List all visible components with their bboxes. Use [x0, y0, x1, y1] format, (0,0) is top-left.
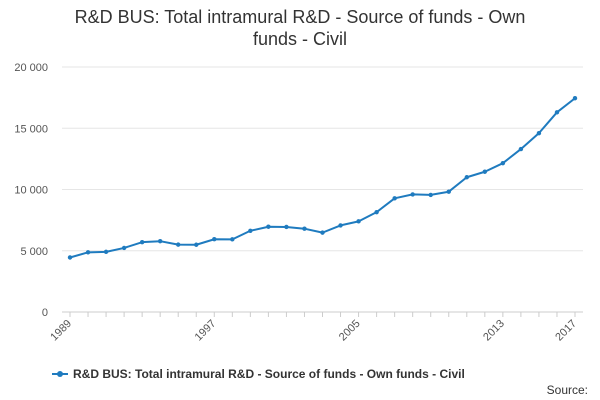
- y-tick-label: 5 000: [20, 246, 48, 258]
- y-tick-label: 10 000: [14, 185, 48, 197]
- x-tick-label: 2017: [553, 318, 579, 344]
- chart-title-line-2: funds - Civil: [252, 29, 348, 49]
- data-point[interactable]: [410, 192, 415, 197]
- data-point[interactable]: [392, 196, 397, 201]
- data-point[interactable]: [284, 224, 289, 230]
- data-point[interactable]: [446, 189, 451, 194]
- data-point[interactable]: [356, 219, 361, 224]
- data-point[interactable]: [464, 175, 469, 180]
- x-axis: 1989 1997 2005 2013 2017: [48, 311, 583, 344]
- data-point[interactable]: [85, 250, 91, 255]
- data-point[interactable]: [230, 237, 235, 242]
- y-axis: 0 5 000 10 000 15 000 20 000: [14, 62, 48, 319]
- legend-label: R&D BUS: Total intramural R&D - Source o…: [73, 367, 465, 381]
- data-point[interactable]: [518, 146, 524, 152]
- data-point[interactable]: [176, 242, 181, 247]
- x-tick-label: 2013: [481, 318, 507, 344]
- x-tick-label: 1997: [193, 318, 219, 344]
- legend-swatch: [52, 369, 68, 379]
- gridlines: [62, 66, 583, 313]
- data-point[interactable]: [572, 96, 578, 101]
- data-point[interactable]: [536, 130, 542, 136]
- source-label: Source:: [546, 383, 588, 397]
- x-tick-label: 2005: [337, 318, 363, 344]
- data-point[interactable]: [266, 224, 271, 229]
- series-layer: [67, 96, 578, 260]
- data-point[interactable]: [482, 169, 488, 174]
- data-point[interactable]: [302, 226, 307, 231]
- data-point[interactable]: [500, 160, 506, 166]
- data-point[interactable]: [139, 239, 145, 245]
- data-point[interactable]: [67, 255, 73, 260]
- data-point[interactable]: [212, 237, 217, 242]
- data-point[interactable]: [374, 209, 379, 215]
- data-point[interactable]: [338, 223, 343, 228]
- data-point[interactable]: [428, 192, 433, 198]
- legend[interactable]: R&D BUS: Total intramural R&D - Source o…: [52, 367, 465, 381]
- data-point[interactable]: [554, 110, 560, 115]
- data-point[interactable]: [157, 238, 163, 244]
- data-point[interactable]: [194, 242, 199, 247]
- chart-title: R&D BUS: Total intramural R&D - Source o…: [0, 6, 600, 50]
- y-tick-label: 20 000: [14, 62, 48, 74]
- data-point[interactable]: [248, 228, 253, 233]
- chart-title-line-1: R&D BUS: Total intramural R&D - Source o…: [74, 7, 526, 27]
- legend-swatch-dot: [57, 371, 63, 377]
- y-tick-label: 15 000: [14, 123, 48, 135]
- data-point[interactable]: [121, 245, 127, 251]
- y-tick-label: 0: [42, 307, 48, 319]
- x-tick-label: 1989: [48, 318, 74, 344]
- data-point[interactable]: [320, 230, 325, 235]
- data-point[interactable]: [103, 249, 109, 255]
